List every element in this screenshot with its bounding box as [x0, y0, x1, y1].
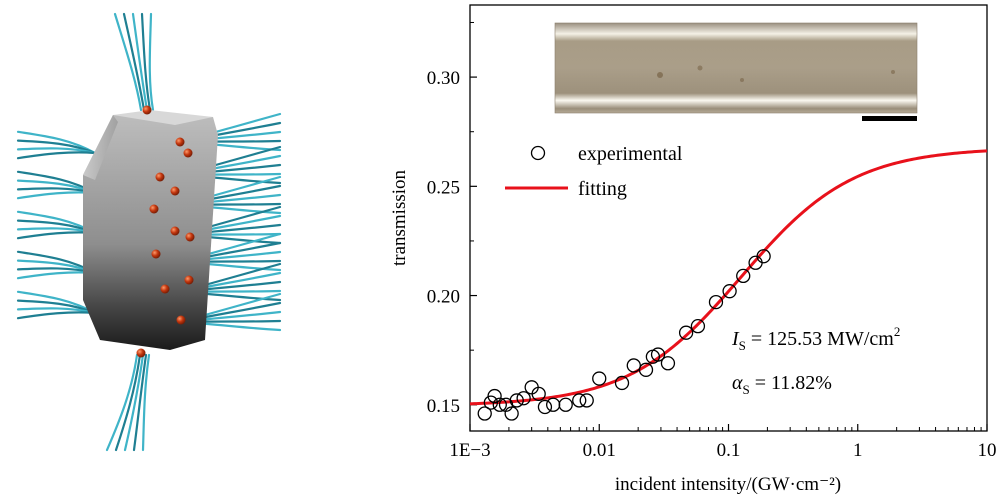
- alpha-value: = 11.82%: [750, 372, 832, 394]
- ligand-strand: [16, 151, 97, 160]
- experimental-point: [660, 356, 676, 371]
- x-tick-label: 0.1: [717, 440, 741, 461]
- ligand-strand: [16, 311, 97, 320]
- experimental-point: [492, 397, 507, 412]
- particle: [155, 172, 165, 182]
- experimental-point: [477, 406, 492, 421]
- experimental-point: [546, 397, 561, 412]
- experimental-point: [487, 388, 502, 404]
- inset-micrograph: [554, 22, 918, 121]
- alpha-symbol: α: [732, 372, 743, 394]
- experimental-point: [504, 406, 519, 421]
- experimental-point: [537, 399, 553, 415]
- particle: [175, 137, 185, 147]
- experimental-point: [592, 371, 607, 386]
- ligand-strand: [123, 353, 145, 452]
- nanorod-body: [83, 110, 218, 350]
- y-tick-label: 0.20: [427, 287, 460, 308]
- ligand-strand: [105, 353, 139, 452]
- particle: [170, 226, 180, 236]
- x-axis-ticks: 1E−3 0.01 0.1 1 10: [449, 424, 997, 461]
- experimental-point: [572, 393, 587, 408]
- saturation-intensity-annotation: IS = 125.53 MW/cm2: [731, 324, 900, 353]
- particle: [184, 275, 194, 285]
- experimental-point: [509, 393, 524, 408]
- experimental-point: [708, 294, 724, 310]
- x-tick-label: 1E−3: [449, 440, 490, 461]
- alpha-sub: S: [743, 382, 750, 397]
- ligand-strand: [148, 12, 155, 112]
- particle: [149, 204, 159, 214]
- y-axis-ticks: 0.15 0.20 0.25 0.30: [427, 21, 477, 417]
- legend-marker-experimental: [530, 145, 546, 161]
- ligand-strand: [132, 353, 148, 452]
- experimental-point: [614, 375, 630, 391]
- experimental-point: [579, 393, 594, 408]
- ligand-strand: [114, 353, 142, 452]
- is-symbol: I: [731, 328, 740, 350]
- experimental-point: [531, 386, 546, 402]
- particle: [185, 232, 195, 242]
- ligand-strand: [140, 12, 152, 112]
- experimental-point: [638, 362, 654, 377]
- legend-label-fitting: fitting: [578, 178, 627, 200]
- experimental-point: [722, 284, 737, 299]
- x-tick-label: 0.01: [583, 440, 616, 461]
- is-sup: 2: [894, 324, 901, 339]
- ligand-strand: [131, 12, 149, 112]
- red-particles: [136, 105, 195, 358]
- experimental-point: [558, 397, 573, 412]
- legend: experimental fitting: [505, 143, 683, 200]
- modulation-depth-annotation: αS = 11.82%: [732, 372, 832, 397]
- x-tick-label: 1: [853, 440, 863, 461]
- experimental-point: [736, 268, 751, 284]
- ligand-strand: [113, 12, 143, 112]
- particle: [176, 315, 186, 325]
- ligand-strand: [141, 353, 151, 452]
- experimental-point: [650, 347, 666, 362]
- y-tick-label: 0.15: [427, 396, 460, 417]
- particle: [183, 148, 193, 158]
- ligand-strand: [122, 12, 146, 112]
- experimental-point: [756, 249, 771, 264]
- experimental-point: [678, 325, 694, 340]
- experimental-points: [477, 249, 771, 421]
- legend-label-experimental: experimental: [578, 143, 683, 165]
- fitting-line: [469, 149, 988, 406]
- particle: [170, 186, 180, 196]
- particle: [160, 284, 170, 294]
- scale-bar: [862, 116, 917, 121]
- particle: [136, 348, 146, 358]
- particle: [142, 105, 152, 115]
- particle: [151, 249, 161, 259]
- experimental-point: [516, 391, 531, 406]
- nanorod-with-ligands-icon: [16, 12, 282, 452]
- x-tick-label: 10: [978, 440, 997, 461]
- is-sub: S: [739, 338, 746, 353]
- chart: 1E−3 0.01 0.1 1 10 0.15 0.20 0.25 0.30 experime…: [389, 4, 997, 495]
- fitting-curve: [469, 149, 988, 406]
- y-tick-label: 0.30: [427, 68, 460, 89]
- y-tick-label: 0.25: [427, 177, 460, 198]
- x-axis-label: incident intensity/(GW·cm⁻²): [615, 474, 841, 495]
- y-axis-label: transmission: [389, 169, 410, 266]
- experimental-point: [626, 358, 641, 373]
- is-value: = 125.53 MW/cm: [746, 328, 894, 350]
- experimental-point: [690, 318, 706, 334]
